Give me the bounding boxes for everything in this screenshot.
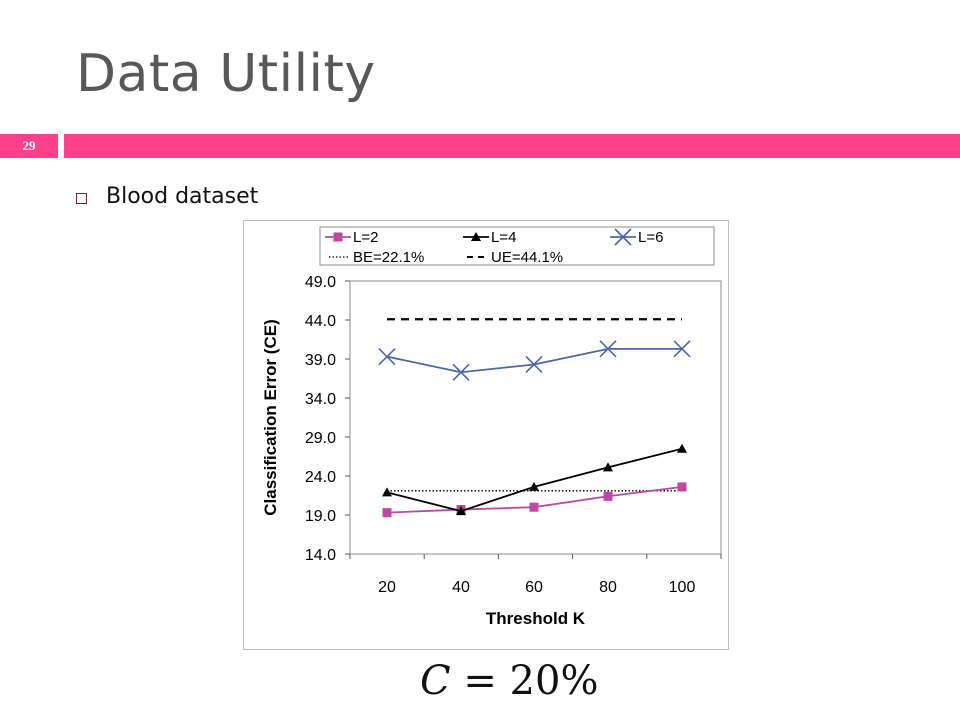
y-tick-label: 39.0	[305, 352, 336, 369]
data-point	[673, 340, 691, 358]
legend-swatch-marker	[614, 228, 632, 246]
page-number-badge: 29	[0, 134, 58, 158]
data-point	[382, 508, 392, 518]
formula-expression: = 20%	[450, 658, 599, 704]
legend: L=2 L=4 L=6 BE=22.1% UE=44.1%	[319, 226, 715, 266]
x-tick-label: 80	[599, 579, 617, 596]
data-point	[525, 355, 543, 374]
bullet-text: Blood dataset	[106, 184, 259, 209]
legend-swatch-marker	[333, 232, 343, 242]
data-point	[378, 348, 396, 366]
data-point	[529, 502, 539, 512]
chart-svg: 14.0 19.0 24.0 29.0 34.0 39.0 44.0 49.0 20 40 60 80…	[243, 220, 729, 650]
legend-label: L=6	[638, 229, 663, 246]
y-tick-label: 49.0	[305, 274, 336, 291]
legend-label: UE=44.1%	[491, 249, 563, 266]
y-tick-label: 19.0	[305, 508, 336, 525]
legend-label: BE=22.1%	[353, 249, 424, 266]
formula-variable: C	[420, 658, 451, 704]
legend-swatch-marker	[471, 232, 481, 241]
x-tick-label: 60	[525, 579, 543, 596]
line-chart: 14.0 19.0 24.0 29.0 34.0 39.0 44.0 49.0 20 40 60 80…	[243, 220, 729, 650]
data-point	[599, 340, 617, 358]
data-point	[677, 443, 687, 453]
formula: C = 20%	[420, 658, 598, 704]
y-tick-label: 14.0	[305, 547, 336, 564]
square-bullet-icon	[76, 193, 87, 204]
legend-label: L=2	[353, 229, 378, 246]
data-point	[452, 363, 470, 381]
legend-box	[319, 226, 715, 266]
legend-label: L=4	[491, 229, 516, 246]
data-point	[529, 481, 539, 491]
y-tick-label: 34.0	[305, 391, 336, 408]
series-L=6	[378, 340, 691, 381]
y-tick-label: 24.0	[305, 469, 336, 486]
y-tick-label: 44.0	[305, 313, 336, 330]
y-tick-label: 29.0	[305, 430, 336, 447]
x-tick-label: 40	[452, 579, 470, 596]
data-point	[456, 506, 466, 516]
data-point	[603, 491, 613, 501]
y-axis-title: Classification Error (CE)	[261, 319, 280, 516]
data-point	[603, 462, 613, 472]
data-point	[677, 482, 687, 492]
x-tick-label: 20	[378, 579, 396, 596]
series-L=4	[382, 443, 687, 516]
bullet-item: Blood dataset	[76, 184, 258, 209]
x-axis-title: Threshold K	[486, 609, 586, 628]
slide-title: Data Utility	[76, 44, 376, 104]
plot-area	[349, 280, 722, 555]
x-tick-label: 100	[669, 579, 696, 596]
header-divider-bar	[64, 134, 960, 158]
data-point	[382, 487, 392, 497]
